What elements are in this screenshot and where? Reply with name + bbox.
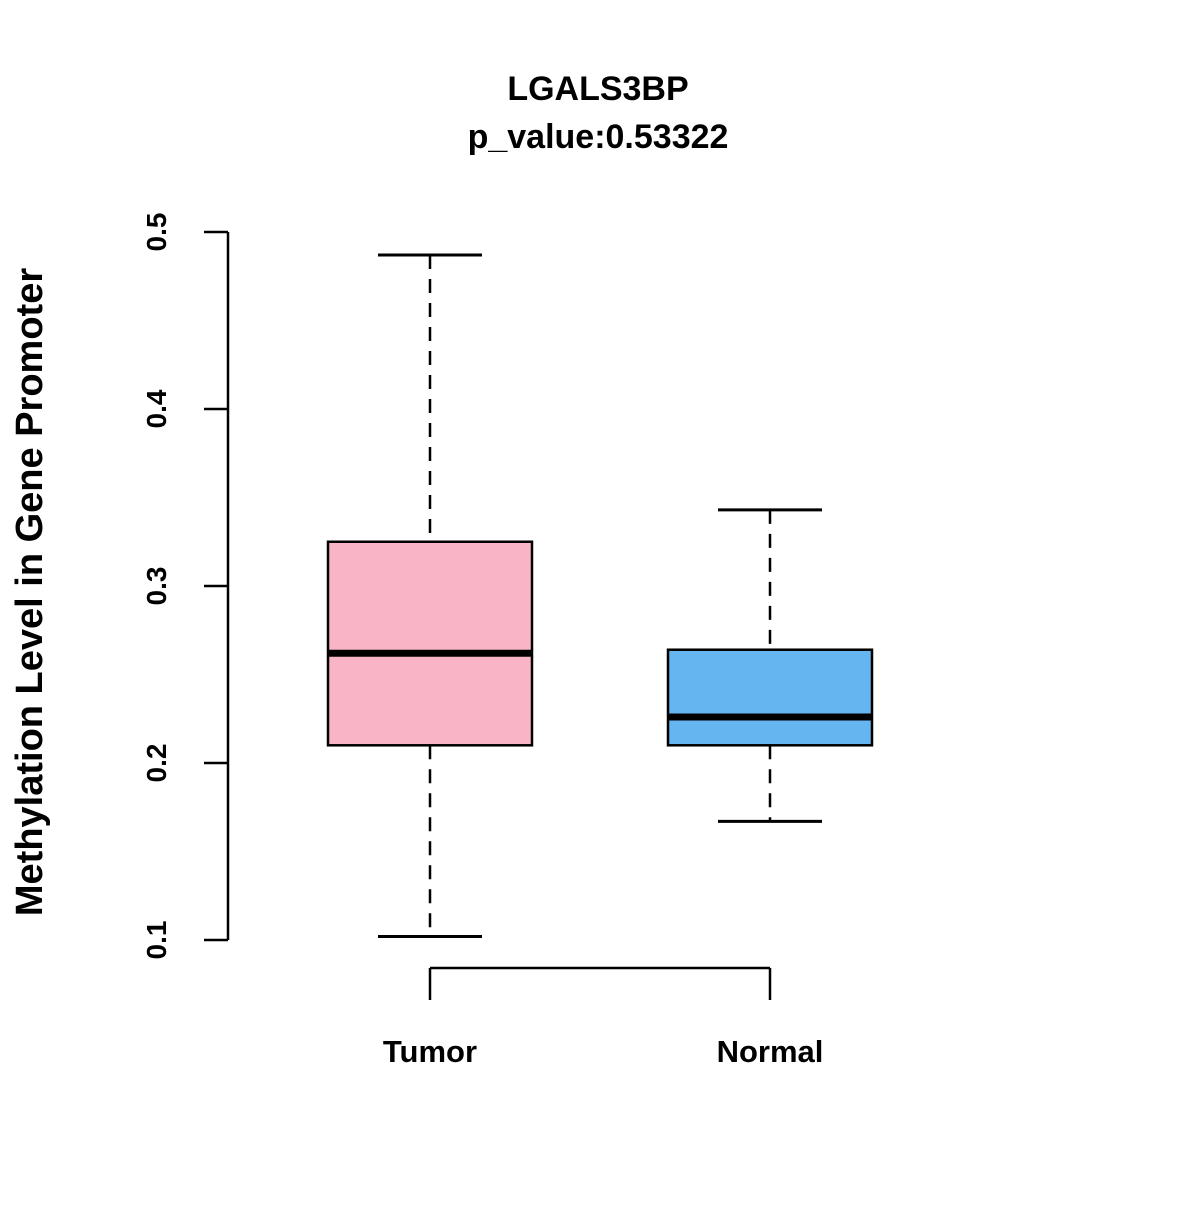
y-tick-label: 0.2: [141, 744, 172, 783]
y-tick-label: 0.3: [141, 567, 172, 606]
box-normal: [666, 508, 874, 823]
x-axis: Tumor Normal: [383, 966, 824, 1069]
x-category-label: Normal: [717, 1034, 824, 1069]
y-axis-label: Methylation Level in Gene Promoter: [9, 268, 51, 916]
y-tick-label: 0.4: [141, 389, 172, 428]
box-series: [326, 253, 874, 938]
y-tick-label: 0.1: [141, 921, 172, 960]
chart-p-value: p_value:0.53322: [468, 118, 729, 156]
x-category-label: Tumor: [383, 1034, 477, 1069]
iqr-box: [666, 648, 874, 747]
chart-title: LGALS3BP: [507, 70, 688, 108]
box-tumor: [326, 253, 534, 938]
iqr-box: [326, 540, 534, 747]
y-tick-label: 0.5: [141, 213, 172, 252]
y-axis: 0.1 0.2 0.3 0.4 0.5: [141, 213, 230, 960]
